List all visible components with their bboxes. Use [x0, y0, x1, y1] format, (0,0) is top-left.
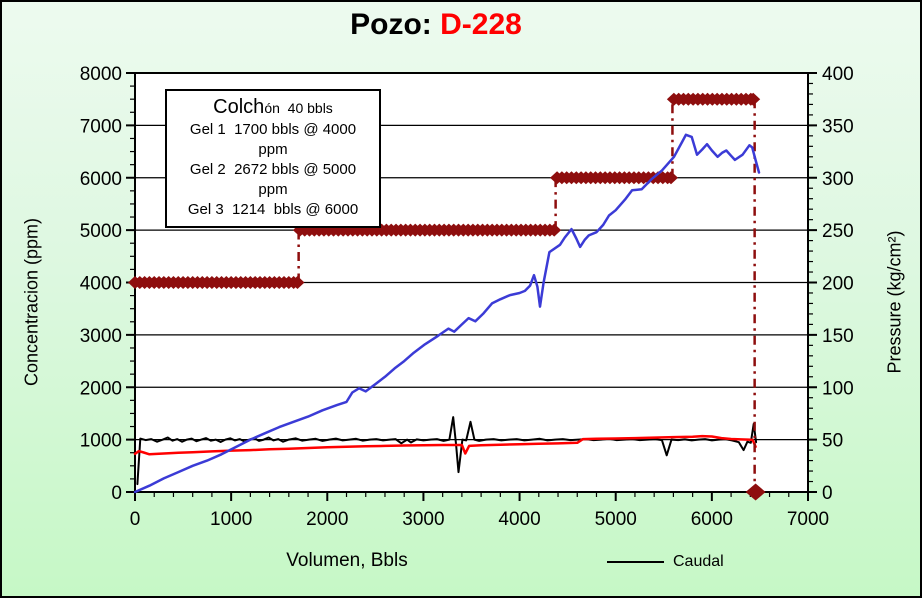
svg-text:300: 300: [822, 169, 854, 190]
gel-box-title-large: Colch: [213, 96, 265, 118]
gel2-line: Gel 2 2672 bbls @ 5000 ppm: [189, 161, 361, 198]
svg-text:1000: 1000: [210, 509, 252, 530]
gel3-line: Gel 3 1214 bbls @ 6000: [187, 201, 359, 218]
svg-text:6000: 6000: [80, 169, 122, 190]
svg-text:2000: 2000: [80, 378, 122, 399]
gel1-line: Gel 1 1700 bbls @ 4000 ppm: [189, 121, 361, 158]
gel-box-title: Colchón 40 bbls: [178, 95, 368, 120]
series-pressure: [133, 133, 761, 494]
svg-text:4000: 4000: [80, 274, 122, 295]
series-caudal: [136, 416, 758, 486]
svg-text:7000: 7000: [787, 509, 829, 530]
svg-text:2000: 2000: [306, 509, 348, 530]
caudal-label: Caudal: [673, 553, 724, 570]
gel-box-title-small: ón 40 bbls: [264, 100, 333, 116]
svg-text:150: 150: [822, 326, 854, 347]
svg-text:8000: 8000: [80, 64, 122, 85]
gel-schedule-box: Colchón 40 bbls Gel 1 1700 bbls @ 4000 p…: [165, 89, 381, 228]
svg-text:200: 200: [822, 274, 854, 295]
y-right-axis-title: Pressure (kg/cm²): [884, 230, 905, 374]
well-name: D-228: [440, 8, 522, 41]
svg-text:3000: 3000: [80, 326, 122, 347]
svg-text:5000: 5000: [80, 221, 122, 242]
svg-text:5000: 5000: [595, 509, 637, 530]
chart-title-prefix: Pozo:: [350, 8, 441, 41]
series-red-series: [133, 434, 757, 456]
svg-text:400: 400: [822, 64, 854, 85]
series-concentracion-programada: [128, 92, 766, 501]
svg-text:0: 0: [111, 483, 122, 504]
legend-caudal: Caudal: [607, 552, 724, 572]
svg-text:0: 0: [822, 483, 833, 504]
svg-text:3000: 3000: [402, 509, 444, 530]
x-axis-title: Volumen, Bbls: [286, 550, 408, 571]
svg-text:250: 250: [822, 221, 854, 242]
svg-text:0: 0: [130, 509, 141, 530]
svg-text:50: 50: [822, 431, 843, 452]
svg-text:7000: 7000: [80, 116, 122, 137]
svg-text:100: 100: [822, 378, 854, 399]
y-left-axis-title: Concentracion (ppm): [21, 217, 42, 387]
caudal-line-swatch: [607, 561, 664, 563]
svg-text:350: 350: [822, 116, 854, 137]
svg-text:4000: 4000: [498, 509, 540, 530]
svg-text:6000: 6000: [691, 509, 733, 530]
svg-text:1000: 1000: [80, 431, 122, 452]
chart-title: Pozo: D-228: [2, 8, 870, 42]
